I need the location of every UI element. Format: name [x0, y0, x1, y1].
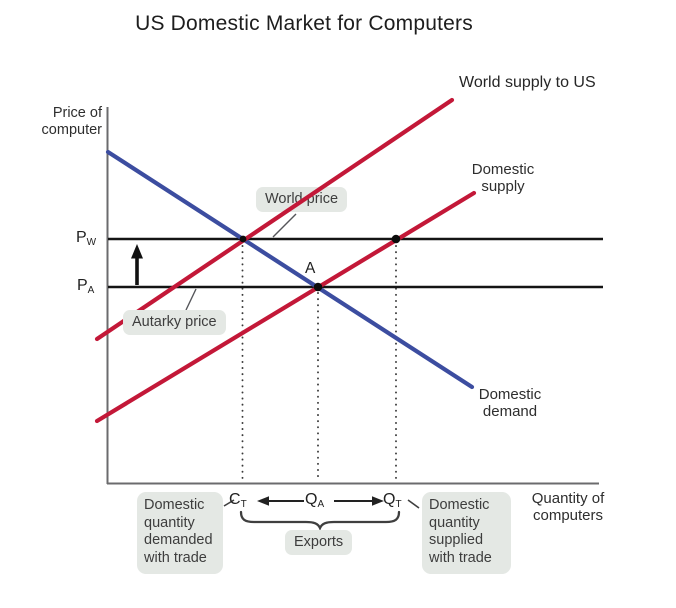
- qt-point-dot: [391, 234, 401, 244]
- exports-left-arrow-head: [257, 496, 269, 506]
- domestic-demand-curve: [105, 149, 475, 390]
- world-price-callout-line: [272, 213, 297, 238]
- demanded-box-connector: [223, 499, 235, 507]
- domestic-supply-curve: [94, 190, 477, 424]
- price-rise-arrow-head: [131, 244, 143, 259]
- equilibrium-point-dot: [313, 282, 323, 292]
- exports-right-arrow-head: [372, 496, 384, 506]
- world-supply-curve: [94, 97, 455, 342]
- supplied-box-connector: [407, 499, 420, 509]
- exports-brace: [239, 510, 401, 531]
- autarky-price-callout-line: [185, 288, 197, 311]
- ct-point-dot: [239, 235, 247, 243]
